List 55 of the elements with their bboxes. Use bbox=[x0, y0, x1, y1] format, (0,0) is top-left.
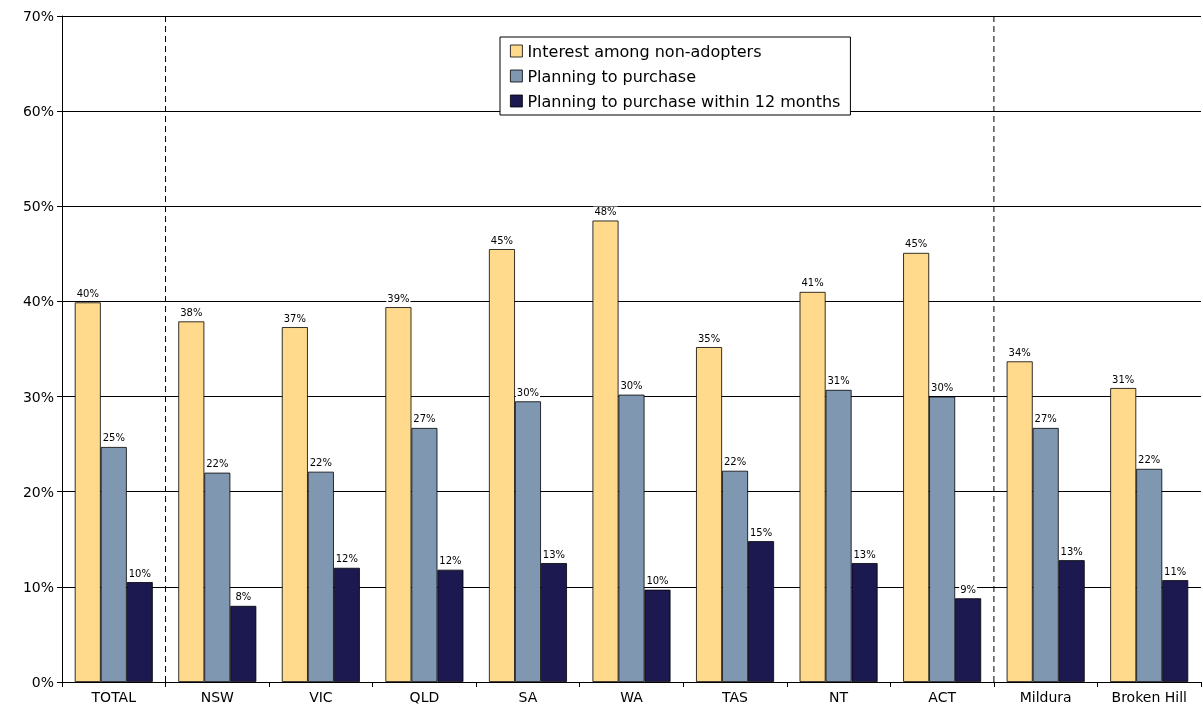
data-label: 31% bbox=[1112, 373, 1135, 385]
y-tick-label: 30% bbox=[22, 388, 54, 405]
data-label: 38% bbox=[180, 306, 203, 318]
data-label: 30% bbox=[620, 380, 643, 392]
legend-label: Interest among non-adopters bbox=[527, 41, 762, 61]
x-tick-label: SA bbox=[518, 689, 538, 705]
y-tick-label: 40% bbox=[22, 293, 54, 310]
data-label: 31% bbox=[827, 375, 850, 387]
y-tick-label: 0% bbox=[31, 674, 54, 690]
legend-label: Planning to purchase bbox=[527, 66, 697, 86]
data-label: 10% bbox=[646, 575, 669, 587]
x-tick-label: ACT bbox=[928, 689, 957, 705]
data-label: 13% bbox=[542, 548, 566, 560]
x-tick-label: NT bbox=[829, 689, 849, 705]
data-label: 27% bbox=[413, 413, 436, 425]
data-label: 37% bbox=[283, 312, 306, 324]
data-label: 35% bbox=[697, 332, 721, 344]
data-label: 45% bbox=[490, 234, 514, 246]
data-label: 22% bbox=[1138, 454, 1161, 466]
data-label: 22% bbox=[206, 458, 229, 470]
data-label: 45% bbox=[905, 238, 928, 250]
data-label: 40% bbox=[76, 287, 99, 299]
data-label: 10% bbox=[128, 567, 151, 579]
x-tick-label: NSW bbox=[200, 689, 235, 705]
data-label: 13% bbox=[853, 548, 876, 560]
y-tick-label: 10% bbox=[22, 578, 54, 595]
data-label: 34% bbox=[1008, 346, 1031, 358]
x-tick-label: Mildura bbox=[1019, 689, 1072, 705]
data-label: 30% bbox=[931, 382, 954, 394]
data-label: 13% bbox=[1060, 545, 1083, 557]
y-tick-label: 50% bbox=[22, 198, 54, 215]
data-label: 12% bbox=[335, 553, 358, 565]
x-tick-label: TAS bbox=[721, 689, 749, 705]
data-label: 30% bbox=[516, 386, 540, 398]
data-label: 27% bbox=[1034, 413, 1057, 425]
data-label: 11% bbox=[1164, 565, 1187, 577]
data-label: 15% bbox=[749, 526, 773, 538]
data-label: 39% bbox=[387, 292, 410, 304]
y-tick-label: 20% bbox=[22, 483, 54, 500]
legend-label: Planning to purchase within 12 months bbox=[527, 91, 841, 111]
data-label: 22% bbox=[723, 456, 747, 468]
data-label: 12% bbox=[439, 555, 462, 567]
y-tick-label: 70% bbox=[22, 8, 54, 24]
y-tick-label: 60% bbox=[22, 103, 54, 120]
data-label: 8% bbox=[235, 591, 252, 603]
x-tick-label: VIC bbox=[309, 689, 333, 705]
data-label: 9% bbox=[960, 583, 977, 595]
data-label: 48% bbox=[594, 206, 617, 218]
x-tick-label: TOTAL bbox=[90, 689, 137, 705]
x-tick-label: Broken Hill bbox=[1111, 689, 1187, 705]
data-label: 25% bbox=[102, 432, 125, 444]
data-label: 22% bbox=[309, 457, 332, 469]
data-label: 41% bbox=[801, 277, 824, 289]
x-tick-label: QLD bbox=[409, 689, 440, 705]
x-tick-label: WA bbox=[620, 689, 644, 705]
